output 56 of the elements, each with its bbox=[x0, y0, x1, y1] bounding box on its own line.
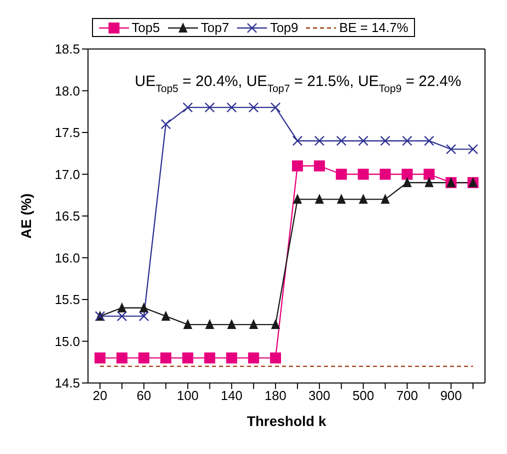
y-tick-label: 17.5 bbox=[54, 125, 80, 140]
point bbox=[116, 352, 128, 364]
x-tick-label: 300 bbox=[308, 388, 330, 404]
point bbox=[270, 352, 282, 364]
point bbox=[94, 352, 106, 364]
x-tick-label: 20 bbox=[92, 388, 108, 404]
point bbox=[424, 177, 434, 188]
x-tick-label: 140 bbox=[220, 388, 242, 404]
legend-label: Top9 bbox=[270, 20, 298, 35]
point bbox=[227, 319, 236, 330]
point bbox=[271, 319, 280, 330]
point bbox=[160, 352, 172, 364]
x-tick-label: 900 bbox=[440, 388, 462, 404]
point bbox=[336, 168, 347, 180]
point bbox=[226, 352, 238, 364]
y-tick-label: 15.0 bbox=[54, 334, 80, 349]
point bbox=[424, 168, 435, 180]
point bbox=[380, 168, 391, 180]
x-tick-label: 60 bbox=[136, 388, 152, 404]
y-tick-label: 14.5 bbox=[54, 376, 80, 391]
y-axis-title: AE (%) bbox=[18, 193, 34, 239]
x-tick-label: 700 bbox=[396, 388, 418, 404]
point bbox=[292, 160, 303, 172]
x-axis-title: Threshold k bbox=[246, 413, 326, 429]
point bbox=[183, 319, 192, 330]
point bbox=[292, 194, 302, 204]
point bbox=[248, 352, 260, 364]
legend-label: Top7 bbox=[200, 20, 230, 35]
point bbox=[182, 352, 194, 364]
point bbox=[117, 302, 126, 312]
x-tick-label: 100 bbox=[176, 388, 199, 404]
point bbox=[336, 194, 346, 204]
point bbox=[249, 319, 258, 330]
point bbox=[204, 352, 216, 364]
point bbox=[205, 319, 214, 330]
y-tick-label: 17.0 bbox=[54, 166, 80, 182]
point bbox=[314, 194, 324, 204]
point bbox=[358, 194, 368, 204]
legend-label: Top5 bbox=[132, 20, 160, 35]
y-tick-label: 18.0 bbox=[54, 83, 80, 98]
y-tick-label: 16.0 bbox=[54, 250, 80, 266]
point bbox=[161, 310, 170, 321]
x-tick-label: 500 bbox=[352, 388, 374, 404]
x-tick-label: 180 bbox=[264, 388, 286, 404]
point bbox=[402, 168, 413, 180]
point bbox=[139, 302, 148, 312]
y-tick-label: 16.5 bbox=[54, 208, 80, 224]
point bbox=[138, 352, 150, 364]
y-tick-label: 18.5 bbox=[54, 42, 80, 57]
y-tick-label: 15.5 bbox=[54, 292, 80, 308]
annotation: UE$_{Top5}$ = 20.4%, UE$_{Top7}$ = 21.5%, UE$_{Top9}$ = 22.4% bbox=[134, 73, 462, 95]
point bbox=[380, 194, 390, 204]
point bbox=[402, 177, 412, 188]
point bbox=[358, 168, 369, 180]
point bbox=[314, 160, 325, 172]
legend-label: BE = 14.7% bbox=[339, 20, 408, 35]
